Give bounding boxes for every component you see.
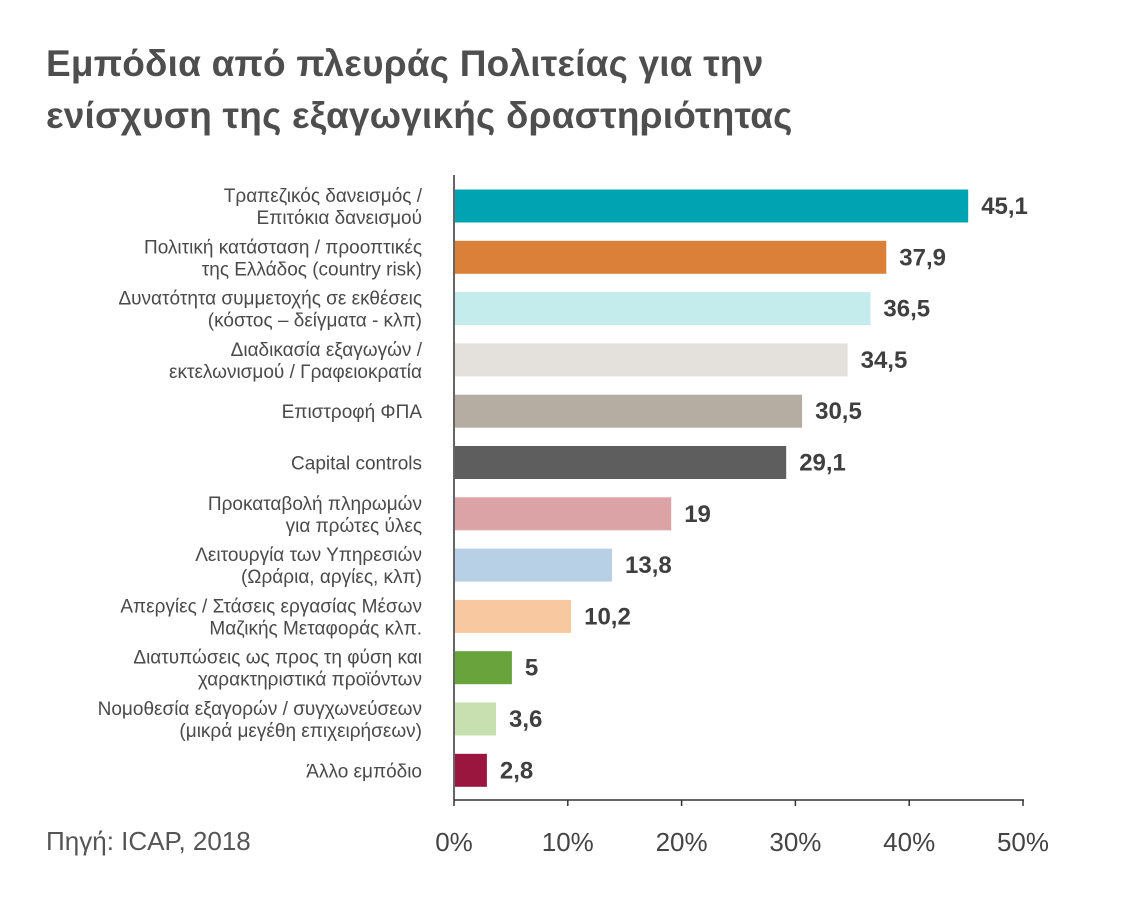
- category-label: Capital controls: [291, 454, 422, 475]
- bar-row: 45,1 Τραπεζικός δανεισμός / Επιτόκια δανει…: [224, 186, 1028, 229]
- category-label: Απεργίες / Στάσεις εργασίας Μέσων Μαζικής…: [120, 596, 422, 639]
- category-label-line: Πολιτική κατάσταση / προοπτικές: [144, 237, 422, 258]
- category-label: Πολιτική κατάσταση / προοπτικές της Ελλάδ…: [144, 237, 422, 280]
- x-tick-label: 20%: [656, 827, 708, 857]
- x-tick-label: 50%: [997, 827, 1049, 857]
- bar: [455, 651, 512, 685]
- bar-value-label: 34,5: [861, 347, 908, 374]
- bar-row: 30,5 Επιστροφή ΦΠΑ: [282, 394, 862, 428]
- category-label-line: για πρώτες ύλες: [286, 516, 422, 537]
- category-label: Τραπεζικός δανεισμός / Επιτόκια δανεισμού: [224, 186, 423, 229]
- category-label-line: της Ελλάδος (country risk): [202, 259, 422, 280]
- bar-value-label: 29,1: [799, 450, 846, 477]
- bar-row: 13,8 Λειτουργία των Υπηρεσιών (Ωράρια, αργ…: [195, 545, 672, 588]
- category-label-line: Λειτουργία των Υπηρεσιών: [195, 545, 422, 566]
- bar-row: 34,5 Διαδικασία εξαγωγών / εκτελωνισμού / …: [169, 340, 907, 383]
- bar: [455, 343, 848, 377]
- category-label-line: Άλλο εμπόδιο: [306, 761, 422, 782]
- category-label-line: Διαδικασία εξαγωγών /: [231, 340, 423, 361]
- category-label-line: Νομοθεσία εξαγορών / συγχωνεύσεων: [98, 699, 422, 720]
- x-tick-label: 10%: [542, 827, 594, 857]
- bar: [455, 497, 672, 531]
- bar-row: 2,8 Άλλο εμπόδιο: [306, 753, 533, 787]
- bar-row: 5 Διατυπώσεις ως προς τη φύση και χαρακτηρ…: [133, 648, 538, 691]
- chart-title-line-2: ενίσχυση της εξαγωγικής δραστηριότητας: [46, 95, 793, 136]
- bar-value-label: 19: [684, 501, 711, 528]
- bar-value-label: 45,1: [981, 193, 1028, 220]
- category-label: Προκαταβολή πληρωμών για πρώτες ύλες: [208, 494, 422, 537]
- bar-row: 3,6 Νομοθεσία εξαγορών / συγχωνεύσεων (μικ…: [98, 699, 543, 742]
- bar-row: 10,2 Απεργίες / Στάσεις εργασίας Μέσων Μαζ…: [120, 596, 630, 639]
- bar: [455, 548, 612, 582]
- bar-value-label: 10,2: [584, 603, 631, 630]
- bar: [455, 292, 871, 326]
- category-label-line: Δυνατότητα συμμετοχής σε εκθέσεις: [118, 289, 422, 310]
- bar-row: 29,1 Capital controls: [291, 446, 846, 479]
- category-label: Δυνατότητα συμμετοχής σε εκθέσεις (κόστος…: [118, 289, 422, 332]
- bar-row: 36,5 Δυνατότητα συμμετοχής σε εκθέσεις (κό…: [118, 289, 930, 332]
- bar-value-label: 13,8: [625, 552, 672, 579]
- category-label: Άλλο εμπόδιο: [306, 761, 422, 782]
- category-label-line: χαρακτηριστικά προϊόντων: [198, 670, 422, 691]
- category-label-line: Επιστροφή ΦΠΑ: [282, 402, 423, 423]
- category-label-line: (Ωράρια, αργίες, κλπ): [241, 567, 422, 588]
- bar-value-label: 3,6: [509, 706, 542, 733]
- category-label-line: εκτελωνισμού / Γραφειοκρατία: [169, 362, 422, 383]
- bars-group: 45,1 Τραπεζικός δανεισμός / Επιτόκια δανει…: [98, 186, 1028, 787]
- bar-value-label: 30,5: [815, 398, 862, 425]
- chart-title-line-1: Εμπόδια από πλευράς Πολιτείας για την: [46, 43, 764, 84]
- category-label-line: Διατυπώσεις ως προς τη φύση και: [133, 648, 422, 669]
- category-label-line: Επιτόκια δανεισμού: [257, 208, 422, 229]
- category-label-line: Μαζικής Μεταφοράς κλπ.: [209, 618, 422, 639]
- bar-value-label: 2,8: [500, 757, 533, 784]
- bar-value-label: 5: [525, 655, 538, 682]
- category-label: Διατυπώσεις ως προς τη φύση και χαρακτηρι…: [133, 648, 422, 691]
- bar-value-label: 37,9: [899, 244, 946, 271]
- category-label: Διαδικασία εξαγωγών / εκτελωνισμού / Γραφ…: [169, 340, 423, 383]
- bar: [455, 394, 803, 428]
- category-label-line: (κόστος – δείγματα - κλπ): [208, 311, 422, 332]
- x-tick-label: 30%: [769, 827, 821, 857]
- category-label-line: Τραπεζικός δανεισμός /: [224, 186, 423, 207]
- category-label-line: Capital controls: [291, 454, 422, 475]
- bar: [455, 240, 887, 274]
- bar: [455, 446, 787, 479]
- source-note: Πηγή: ICAP, 2018: [46, 826, 251, 856]
- chart-title: Εμπόδια από πλευράς Πολιτείας για την εν…: [46, 38, 1046, 142]
- category-label: Επιστροφή ΦΠΑ: [282, 402, 423, 423]
- x-tick-label: 40%: [883, 827, 935, 857]
- category-label: Νομοθεσία εξαγορών / συγχωνεύσεων (μικρά …: [98, 699, 422, 742]
- x-axis: 0% 10% 20% 30% 40% 50%: [435, 175, 1049, 857]
- bar-value-label: 36,5: [883, 296, 930, 323]
- bar: [455, 702, 496, 736]
- bar-row: 37,9 Πολιτική κατάσταση / προοπτικές της Ε…: [144, 237, 946, 280]
- category-label-line: Απεργίες / Στάσεις εργασίας Μέσων: [120, 596, 422, 617]
- bar: [455, 189, 969, 223]
- category-label-line: (μικρά μεγέθη επιχειρήσεων): [179, 721, 422, 742]
- bar: [455, 599, 572, 633]
- bar: [455, 753, 487, 787]
- x-tick-label: 0%: [435, 827, 473, 857]
- bar-row: 19 Προκαταβολή πληρωμών για πρώτες ύλες: [208, 494, 711, 537]
- category-label-line: Προκαταβολή πληρωμών: [208, 494, 422, 515]
- category-label: Λειτουργία των Υπηρεσιών (Ωράρια, αργίες,…: [195, 545, 422, 588]
